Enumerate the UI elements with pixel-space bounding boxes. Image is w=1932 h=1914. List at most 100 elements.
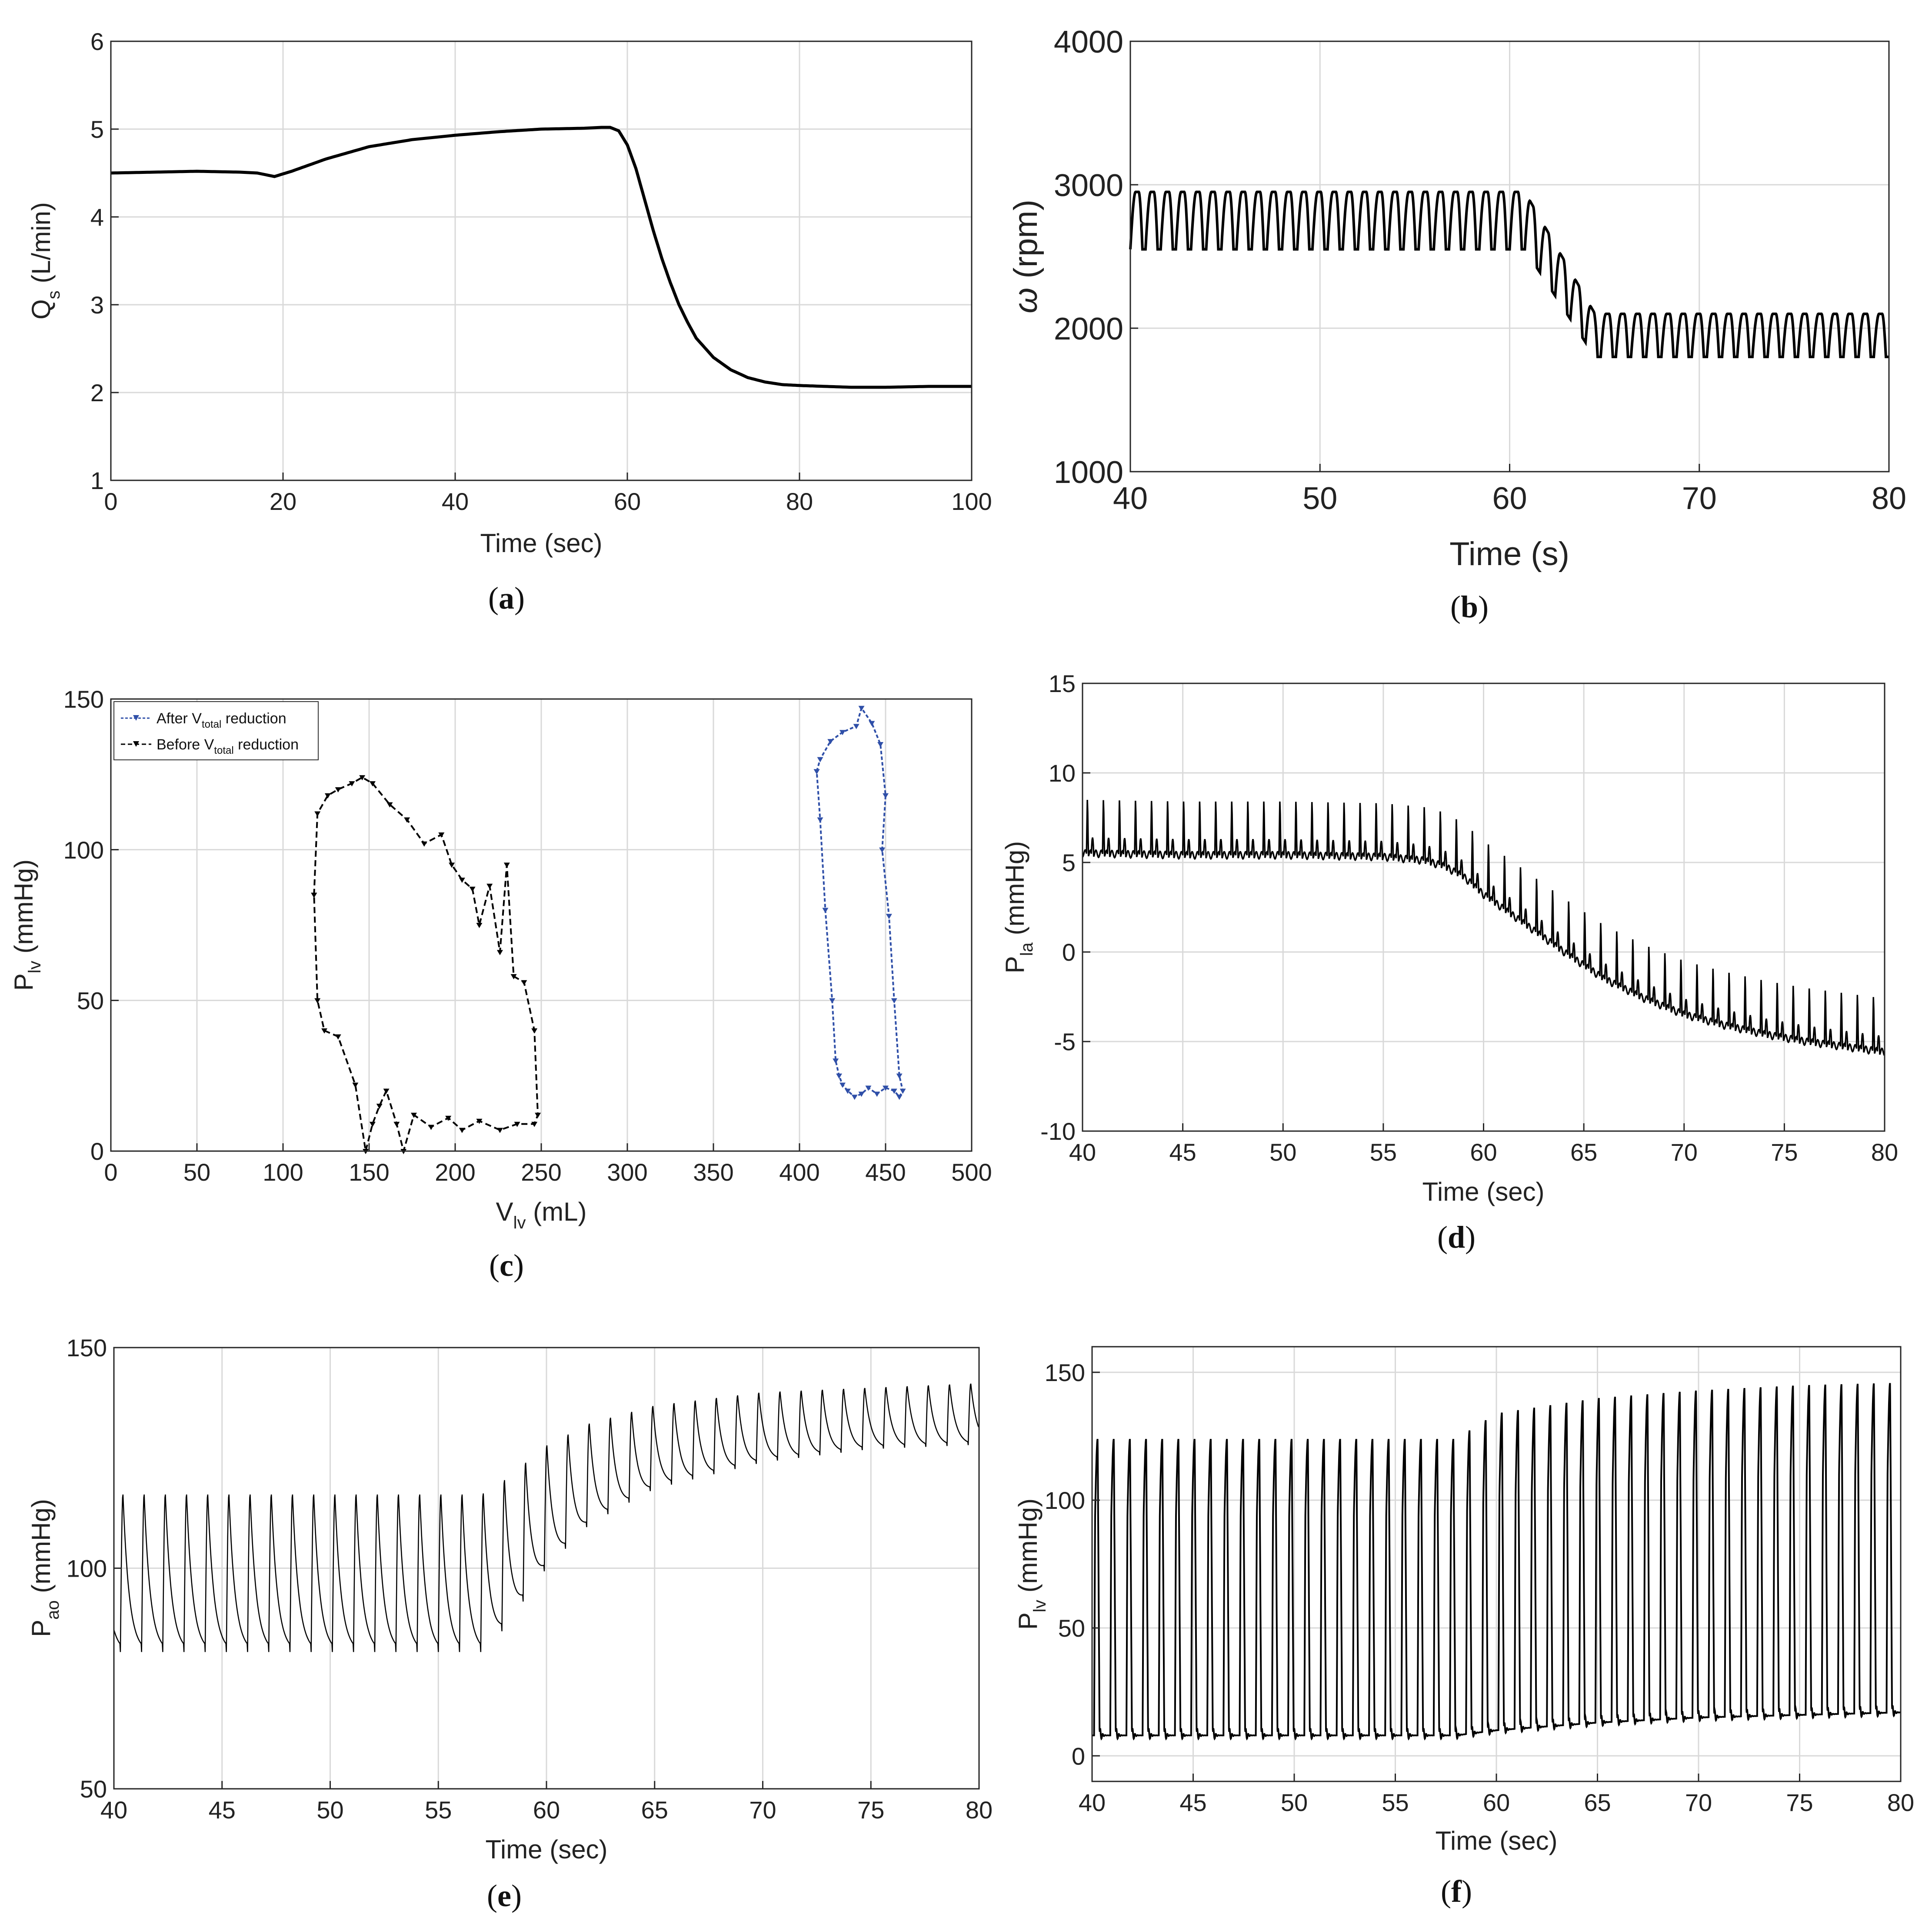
panel-e-xtick-label: 55 <box>425 1796 452 1824</box>
panel-c-caption: (c) <box>489 1248 524 1283</box>
panel-e-ytick-label: 150 <box>67 1334 107 1361</box>
panel-c-before-point <box>386 802 393 808</box>
panel-c-after-point <box>853 724 859 729</box>
panel-c-before-point <box>535 1112 541 1118</box>
panel-a-chart: 0 20 40 60 80 100 1 2 3 4 5 6 Time (sec) Qs (L/min)… <box>27 28 992 616</box>
panel-c-xlabel: Vlv (mL) <box>496 1197 587 1232</box>
panel-c-after-point <box>833 1059 839 1064</box>
panel-c-before-point <box>335 787 341 792</box>
panel-f-caption: (f) <box>1441 1874 1472 1909</box>
panel-c-before-point <box>476 1118 483 1124</box>
panel-c-after-point <box>827 739 834 745</box>
panel-c-after-point <box>891 998 897 1004</box>
panel-b-ytick-label: 3000 <box>1054 168 1123 203</box>
panel-d-xtick-label: 65 <box>1570 1138 1597 1166</box>
panel-c-after-point <box>877 742 884 747</box>
panel-c-after-point <box>896 1095 903 1100</box>
panel-f-ytick-label: 0 <box>1072 1742 1085 1770</box>
panel-a-qs-line <box>110 126 972 389</box>
panel-b-xtick-label: 40 <box>1113 481 1148 516</box>
panel-e-xtick-label: 45 <box>209 1796 236 1824</box>
panel-b-chart: 40 50 60 70 80 1000 2000 3000 4000 Time (s) ω (r… <box>1007 25 1906 624</box>
panel-c-after-point <box>896 1073 903 1079</box>
panel-c-before-point <box>438 832 445 838</box>
panel-f-xtick-label: 65 <box>1584 1789 1611 1816</box>
panel-b-xtick-label: 50 <box>1302 481 1337 516</box>
legend-label-after: After Vtotal reduction <box>157 710 286 730</box>
panel-f-xtick-label: 40 <box>1079 1789 1106 1816</box>
panel-b-xtick-label: 70 <box>1682 481 1717 516</box>
panel-c-xtick-label: 150 <box>349 1158 389 1186</box>
panel-f-ytick-label: 150 <box>1045 1359 1085 1386</box>
panel-d-xtick-label: 55 <box>1370 1138 1397 1166</box>
panel-c-xtick-label: 400 <box>779 1158 819 1186</box>
panel-f-xtick-label: 75 <box>1786 1789 1813 1816</box>
panel-c-before-point <box>369 781 376 787</box>
panel-d-xlabel: Time (sec) <box>1422 1177 1544 1206</box>
panel-d-ylabel: Pla (mmHg) <box>1000 841 1036 973</box>
panel-e-chart: 40 45 50 55 60 65 70 75 80 50 100 150 Time (sec) Pa… <box>27 1334 993 1913</box>
panel-c-xtick-label: 100 <box>263 1158 303 1186</box>
panel-d-ytick-label: 10 <box>1049 759 1076 787</box>
panel-c-before-point <box>459 878 465 883</box>
panel-c-before-point <box>459 1128 465 1133</box>
panel-e-pao-line <box>113 1383 979 1652</box>
panel-d-xtick-label: 40 <box>1069 1138 1096 1166</box>
panel-a-xtick-label: 0 <box>104 488 117 515</box>
panel-b-xlabel: Time (s) <box>1449 536 1569 573</box>
panel-a-ytick-label: 6 <box>90 28 104 55</box>
panel-c-xtick-label: 500 <box>951 1158 992 1186</box>
panel-a-frame <box>110 40 973 481</box>
panel-c-before-point <box>531 1028 538 1034</box>
panel-c-before-point <box>449 862 455 868</box>
panel-c-before-point <box>428 1125 434 1130</box>
panel-f-chart: 40 45 50 55 60 65 70 75 80 0 50 100 150 Time (sec) P… <box>1013 1346 1914 1909</box>
panel-c-after-point <box>822 908 829 913</box>
panel-c-before-point <box>311 892 317 898</box>
panel-f-xtick-label: 55 <box>1382 1789 1409 1816</box>
legend-label-before: Before Vtotal reduction <box>157 736 299 756</box>
panel-c-before-point <box>335 1034 341 1040</box>
panel-b-omega-line <box>1129 190 1889 358</box>
panel-c-before-point <box>369 1122 376 1127</box>
panel-c-after-point <box>813 769 820 775</box>
panel-a-xtick-label: 20 <box>270 488 296 515</box>
panel-c-xtick-label: 50 <box>183 1158 210 1186</box>
panel-a-xtick-label: 80 <box>786 488 813 515</box>
panel-c-ytick-label: 0 <box>90 1138 104 1165</box>
panel-e-ytick-label: 100 <box>67 1555 107 1582</box>
panel-c-before-point <box>445 1115 452 1121</box>
panel-f-xtick-label: 60 <box>1483 1789 1510 1816</box>
panel-c-before-point <box>514 1122 520 1127</box>
panel-a-ytick-label: 4 <box>90 203 104 231</box>
panel-c-after-point <box>829 998 836 1004</box>
panel-c-before-point <box>476 923 483 928</box>
panel-c-before-point <box>503 862 510 868</box>
panel-d-xtick-label: 60 <box>1470 1138 1497 1166</box>
legend-marker-before-icon <box>133 741 139 747</box>
panel-a-xtick-label: 40 <box>442 488 469 515</box>
panel-c-before-point <box>521 980 527 985</box>
panel-b-ytick-label: 2000 <box>1054 312 1123 346</box>
panel-d-chart: 40 45 50 55 60 65 70 75 80 -10 -5 0 5 10 15 Time (sec)… <box>1000 670 1898 1255</box>
panel-a-plot-area <box>111 41 972 480</box>
panel-c-before-point <box>359 775 366 781</box>
panel-d-ytick-label: 5 <box>1062 849 1076 876</box>
panel-c-after-point <box>899 1088 906 1094</box>
panel-c-after-point <box>891 1088 897 1094</box>
panel-e-xtick-label: 65 <box>641 1796 668 1824</box>
panel-c-before-point <box>496 950 503 955</box>
panel-e-caption: (e) <box>487 1878 522 1913</box>
panel-c-before-point <box>321 1028 328 1034</box>
panel-c-ylabel: Plv (mmHg) <box>9 859 44 991</box>
panel-a-xlabel: Time (sec) <box>480 529 602 558</box>
panel-f-ytick-label: 50 <box>1058 1614 1085 1642</box>
panel-c-legend: After Vtotal reduction Before Vtotal red… <box>113 701 319 760</box>
panel-b-ytick-label: 4000 <box>1054 25 1123 60</box>
panel-e-xtick-label: 70 <box>749 1796 776 1824</box>
panel-d-ytick-label: 15 <box>1049 670 1076 697</box>
panel-c-before-point <box>324 793 331 799</box>
panel-f-xtick-label: 50 <box>1281 1789 1308 1816</box>
panel-d-ytick-label: -10 <box>1040 1118 1076 1145</box>
